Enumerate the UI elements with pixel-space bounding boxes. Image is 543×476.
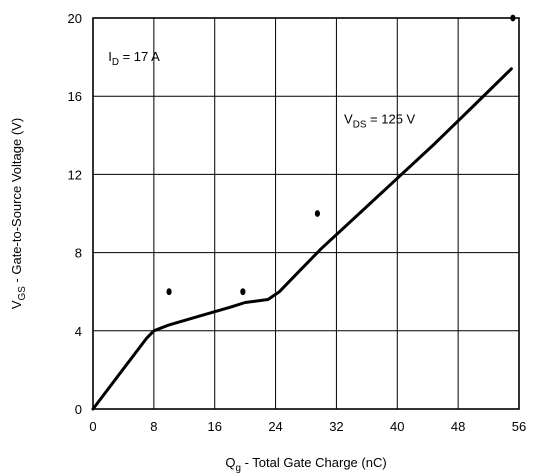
data-point-marker <box>314 210 321 217</box>
x-tick-label: 32 <box>329 419 343 434</box>
x-axis-label: Qg - Total Gate Charge (nC) <box>225 455 386 474</box>
y-tick-label: 8 <box>75 246 82 261</box>
marker-layer <box>166 14 516 296</box>
annotations: ID = 17 A VDS = 125 V <box>108 49 415 131</box>
x-tick-label: 24 <box>268 419 282 434</box>
data-point-marker <box>166 288 172 296</box>
y-tick-label: 16 <box>68 89 82 104</box>
series-line <box>91 67 513 411</box>
grid <box>93 18 519 409</box>
series-layer <box>91 67 513 411</box>
x-tick-label: 56 <box>512 419 526 434</box>
y-tick-label: 0 <box>75 402 82 417</box>
data-point-marker <box>240 288 246 296</box>
y-axis-label: VGS - Gate-to-Source Voltage (V) <box>9 118 28 309</box>
x-tick-label: 48 <box>451 419 465 434</box>
vds-annotation: VDS = 125 V <box>344 112 416 131</box>
x-tick-label: 0 <box>89 419 96 434</box>
id-annotation: ID = 17 A <box>108 49 160 68</box>
plot-frame <box>92 17 520 410</box>
y-tick-label: 20 <box>68 11 82 26</box>
x-tick-label: 40 <box>390 419 404 434</box>
data-point-marker <box>510 14 516 22</box>
y-tick-label: 4 <box>75 324 82 339</box>
axis-labels: Qg - Total Gate Charge (nC) VGS - Gate-to… <box>9 118 387 474</box>
x-tick-label: 16 <box>207 419 221 434</box>
y-tick-label: 12 <box>68 167 82 182</box>
x-tick-label: 8 <box>150 419 157 434</box>
